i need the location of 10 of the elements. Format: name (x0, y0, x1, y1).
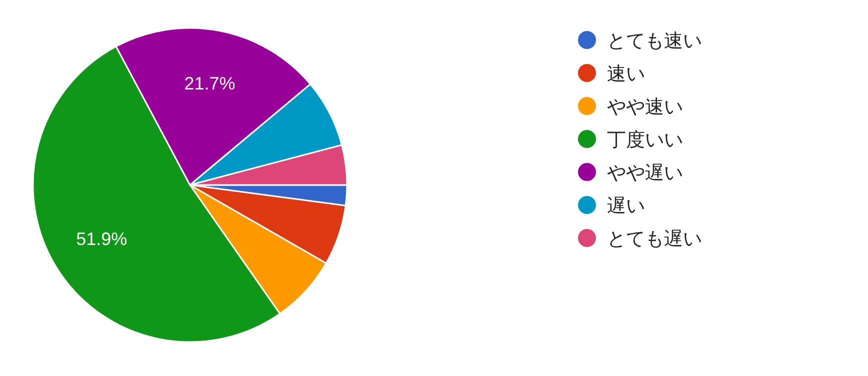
legend-label: やや速い (607, 97, 683, 118)
legend-label: 速い (607, 64, 645, 85)
legend-label: とても遅い (607, 229, 702, 250)
pie: 51.9% 21.7% (32, 27, 348, 343)
legend-label: 遅い (607, 196, 645, 217)
legend-label: やや遅い (607, 163, 683, 184)
data-label: 21.7% (184, 73, 236, 94)
legend-label: 丁度いい (607, 129, 683, 151)
data-label: 51.9% (76, 229, 128, 250)
legend-label: とても速い (607, 31, 702, 52)
